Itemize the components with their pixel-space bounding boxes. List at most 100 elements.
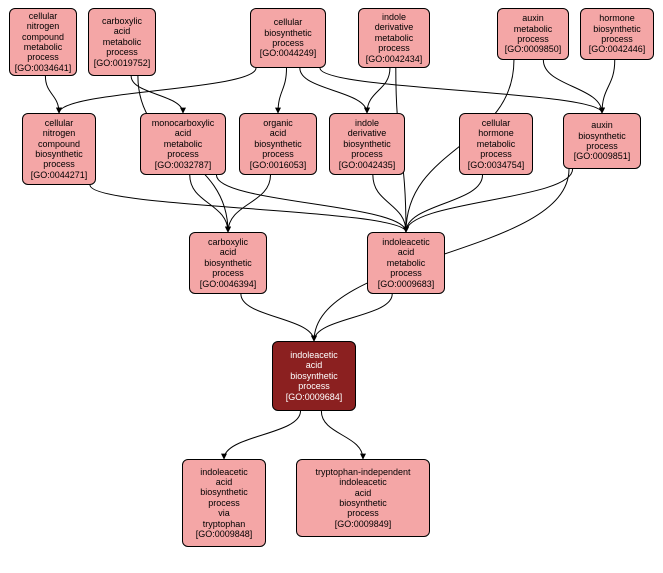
edge-n7-n13 xyxy=(216,175,406,232)
node-label-word: tryptophan xyxy=(185,519,263,529)
node-label-word: cellular xyxy=(462,118,530,128)
node-label-word: process xyxy=(143,149,223,159)
node-label-word: carboxylic xyxy=(91,16,153,26)
node-label-word: process xyxy=(500,34,566,44)
edge-n5-n11 xyxy=(602,60,615,113)
node-label-word: metabolic xyxy=(12,42,74,52)
edge-n11-n13 xyxy=(406,169,573,232)
node-label-word: biosynthetic xyxy=(185,487,263,497)
node-label-word: carboxylic xyxy=(192,237,264,247)
node-go-id: [GO:0016053] xyxy=(242,160,314,170)
edge-n2-n8 xyxy=(278,68,287,113)
node-label-word: biosynthetic xyxy=(332,139,402,149)
node-label-word: biosynthetic xyxy=(275,371,353,381)
node-label-word: process xyxy=(299,508,427,518)
node-label-word: compound xyxy=(25,139,93,149)
node-go-id: [GO:0046394] xyxy=(192,279,264,289)
edge-n0-n6 xyxy=(45,76,59,113)
node-go-id: [GO:0009850] xyxy=(500,44,566,54)
go-term-n3[interactable]: indolederivativemetabolicprocess[GO:0042… xyxy=(358,8,430,68)
node-label-word: cellular xyxy=(12,11,74,21)
go-term-n7[interactable]: monocarboxylicacidmetabolicprocess[GO:00… xyxy=(140,113,226,175)
edge-n10-n13 xyxy=(406,175,483,232)
node-label-word: acid xyxy=(185,477,263,487)
node-go-id: [GO:0009683] xyxy=(370,279,442,289)
node-label-word: biosynthetic xyxy=(566,131,638,141)
node-label-word: process xyxy=(332,149,402,159)
node-label-word: indoleacetic xyxy=(185,467,263,477)
node-label-word: process xyxy=(370,268,442,278)
node-label-word: organic xyxy=(242,118,314,128)
node-label-word: process xyxy=(242,149,314,159)
node-go-id: [GO:0044271] xyxy=(25,170,93,180)
node-label-word: acid xyxy=(370,247,442,257)
node-go-id: [GO:0034754] xyxy=(462,160,530,170)
go-term-n15[interactable]: indoleaceticacidbiosyntheticprocessviatr… xyxy=(182,459,266,547)
edge-n14-n16 xyxy=(321,411,363,459)
node-label-word: acid xyxy=(192,247,264,257)
go-term-n4[interactable]: auxinmetabolicprocess[GO:0009850] xyxy=(497,8,569,60)
node-label-word: hormone xyxy=(583,13,651,23)
node-label-word: biosynthetic xyxy=(192,258,264,268)
node-label-word: derivative xyxy=(361,22,427,32)
node-label-word: process xyxy=(361,43,427,53)
go-term-n6[interactable]: cellularnitrogencompoundbiosyntheticproc… xyxy=(22,113,96,185)
node-label-word: acid xyxy=(299,488,427,498)
node-label-word: hormone xyxy=(462,128,530,138)
node-label-word: cellular xyxy=(253,17,323,27)
go-term-n11[interactable]: auxinbiosyntheticprocess[GO:0009851] xyxy=(563,113,641,169)
edge-n2-n9 xyxy=(300,68,367,113)
node-label-word: indole xyxy=(361,12,427,22)
node-label-word: indoleacetic xyxy=(275,350,353,360)
go-term-n2[interactable]: cellularbiosyntheticprocess[GO:0044249] xyxy=(250,8,326,68)
node-go-id: [GO:0019752] xyxy=(91,58,153,68)
edge-n2-n6 xyxy=(59,68,256,113)
edge-n2-n11 xyxy=(320,68,602,113)
node-label-word: biosynthetic xyxy=(25,149,93,159)
node-label-word: biosynthetic xyxy=(583,24,651,34)
go-term-n13[interactable]: indoleaceticacidmetabolicprocess[GO:0009… xyxy=(367,232,445,294)
go-term-n0[interactable]: cellularnitrogencompoundmetabolicprocess… xyxy=(9,8,77,76)
go-term-n10[interactable]: cellularhormonemetabolicprocess[GO:00347… xyxy=(459,113,533,175)
node-label-word: process xyxy=(25,159,93,169)
go-term-n9[interactable]: indolederivativebiosyntheticprocess[GO:0… xyxy=(329,113,405,175)
node-label-word: process xyxy=(185,498,263,508)
node-label-word: monocarboxylic xyxy=(143,118,223,128)
go-term-n8[interactable]: organicacidbiosyntheticprocess[GO:001605… xyxy=(239,113,317,175)
node-label-word: process xyxy=(91,47,153,57)
node-go-id: [GO:0009848] xyxy=(185,529,263,539)
node-go-id: [GO:0034641] xyxy=(12,63,74,73)
node-go-id: [GO:0009849] xyxy=(299,519,427,529)
edge-n8-n12 xyxy=(228,175,271,232)
go-term-n5[interactable]: hormonebiosyntheticprocess[GO:0042446] xyxy=(580,8,654,60)
edge-n1-n7 xyxy=(131,76,183,113)
node-label-word: cellular xyxy=(25,118,93,128)
node-label-word: acid xyxy=(242,128,314,138)
node-label-word: process xyxy=(12,52,74,62)
edge-n4-n11 xyxy=(543,60,602,113)
node-label-word: process xyxy=(583,34,651,44)
node-go-id: [GO:0044249] xyxy=(253,48,323,58)
node-go-id: [GO:0042434] xyxy=(361,54,427,64)
node-label-word: process xyxy=(192,268,264,278)
node-label-word: process xyxy=(253,38,323,48)
node-label-word: compound xyxy=(12,32,74,42)
node-label-word: acid xyxy=(143,128,223,138)
edge-n3-n9 xyxy=(367,68,390,113)
edge-n14-n15 xyxy=(224,411,301,459)
go-term-n14[interactable]: indoleaceticacidbiosyntheticprocess[GO:0… xyxy=(272,341,356,411)
node-label-word: metabolic xyxy=(370,258,442,268)
node-label-word: auxin xyxy=(500,13,566,23)
node-label-word: process xyxy=(566,141,638,151)
go-term-n1[interactable]: carboxylicacidmetabolicprocess[GO:001975… xyxy=(88,8,156,76)
go-term-n12[interactable]: carboxylicacidbiosyntheticprocess[GO:004… xyxy=(189,232,267,294)
node-label-word: nitrogen xyxy=(12,21,74,31)
node-label-word: acid xyxy=(275,360,353,370)
node-label-word: indoleacetic xyxy=(370,237,442,247)
node-label-word: metabolic xyxy=(462,139,530,149)
node-go-id: [GO:0009851] xyxy=(566,151,638,161)
edge-n12-n14 xyxy=(241,294,314,341)
go-term-n16[interactable]: tryptophan-independentindoleaceticacidbi… xyxy=(296,459,430,537)
node-label-word: indoleacetic xyxy=(299,477,427,487)
node-label-word: metabolic xyxy=(143,139,223,149)
